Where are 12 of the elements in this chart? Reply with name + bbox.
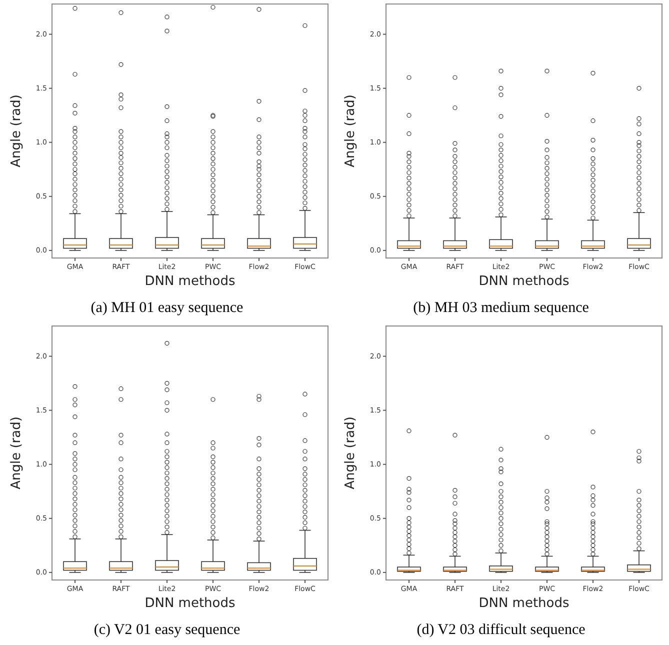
y-axis-title: Angle (rad) [9,94,24,168]
x-axis-title: DNN methods [144,274,236,289]
x-axis-title: DNN methods [478,596,570,611]
y-axis-title: Angle (rad) [343,94,358,168]
text: (b) MH 03 medium sequence [413,300,590,316]
x-axis-title: DNN methods [144,596,236,611]
y-axis-title: Angle (rad) [9,416,24,490]
y-axis-title: Angle (rad) [343,416,358,490]
text: (a) MH 01 easy sequence [90,300,244,316]
text: (c) V2 01 easy sequence [94,622,240,638]
x-axis-title: DNN methods [478,274,570,289]
text: (d) V2 03 difficult sequence [416,622,586,638]
